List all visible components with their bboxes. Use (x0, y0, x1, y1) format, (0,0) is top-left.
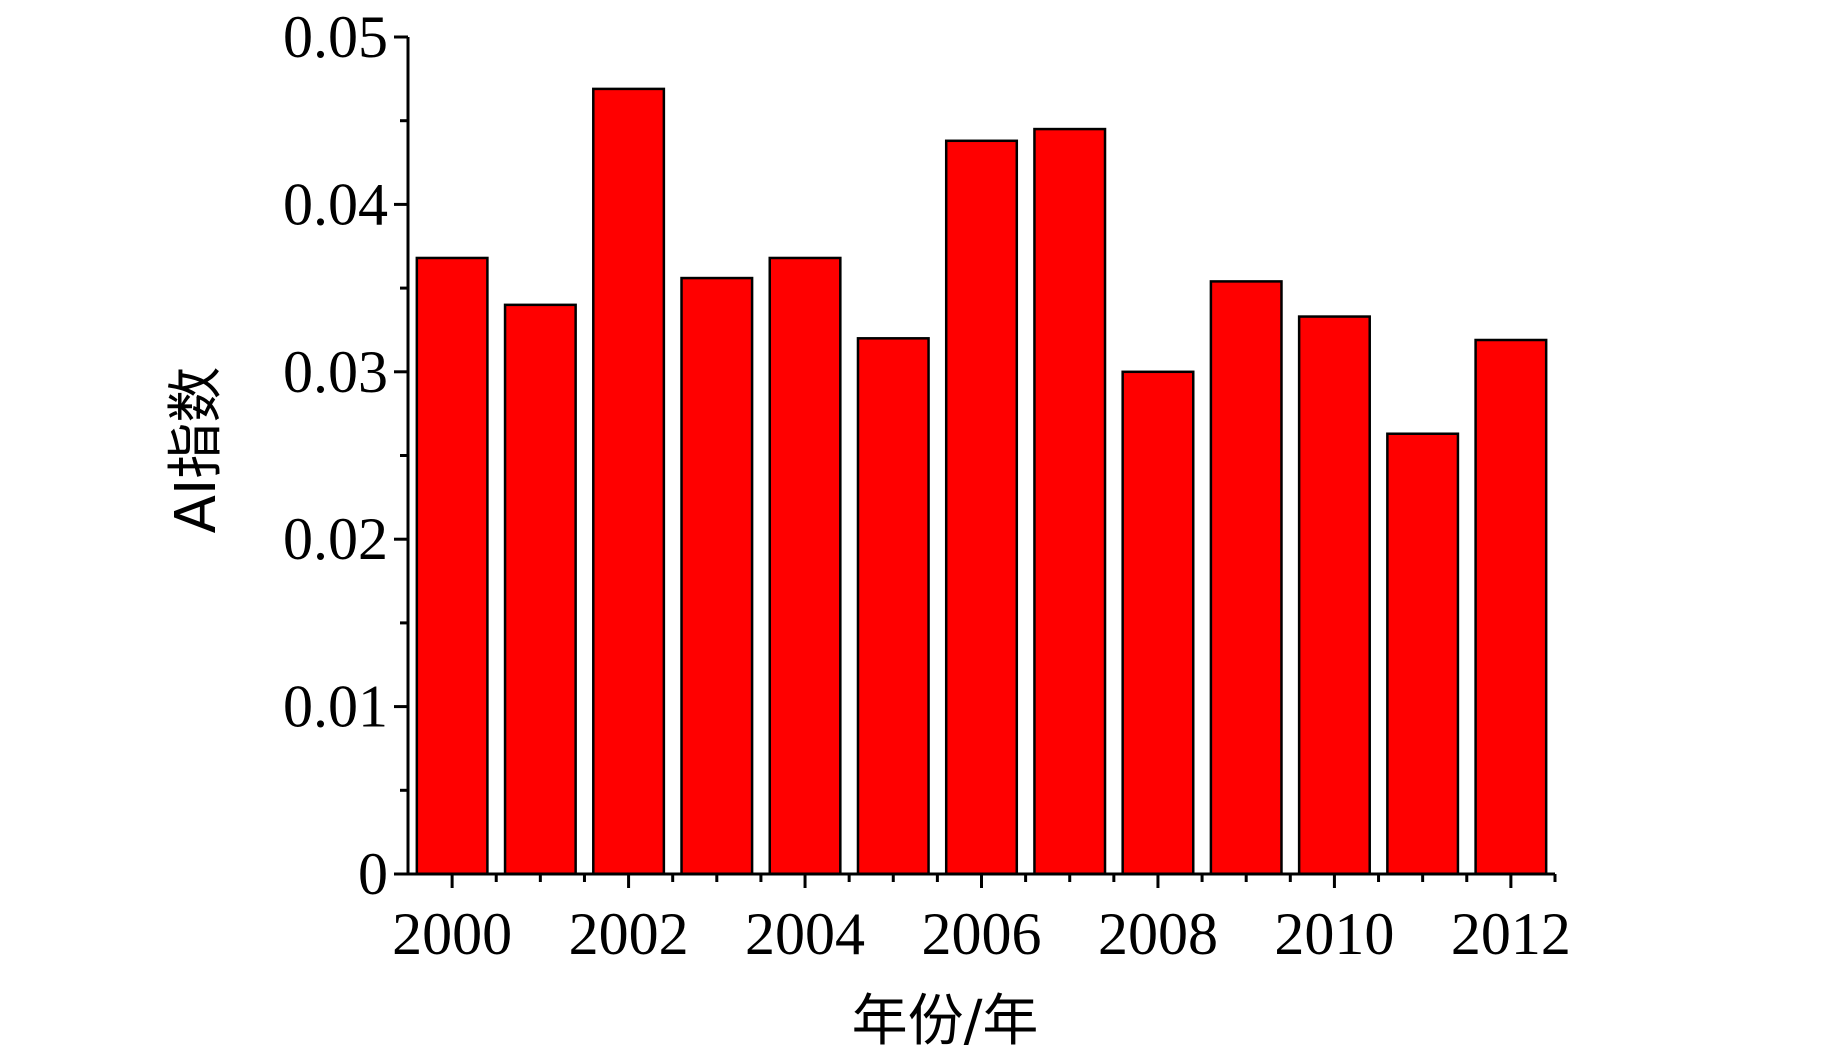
bar-2007 (1033, 127, 1107, 876)
bar-2003 (680, 276, 754, 876)
x-axis-title: 年份/年 (852, 989, 1039, 1054)
bar-2002 (592, 87, 666, 876)
bar-2009 (1209, 280, 1283, 876)
bar-2004 (768, 256, 842, 876)
bar-2005 (856, 337, 930, 876)
bar-2012 (1474, 338, 1548, 876)
ticks-group (394, 35, 1557, 888)
tick-labels-group: 0 0.01 0.02 0.03 0.04 0.05 2000 2002 2004 2006 200… (283, 4, 1571, 967)
x-tick-label: 2012 (1451, 901, 1571, 967)
y-tick-label: 0.02 (283, 506, 388, 572)
x-tick-label: 2008 (1098, 901, 1218, 967)
bar-2001 (503, 303, 577, 876)
bar-2006 (944, 139, 1019, 876)
x-tick-label: 2006 (922, 901, 1042, 967)
bar-2010 (1297, 315, 1371, 876)
bar-2011 (1386, 432, 1460, 876)
bars-group (415, 87, 1548, 876)
x-tick-label: 2000 (392, 901, 512, 967)
y-tick-label: 0.01 (283, 674, 388, 740)
x-tick-label: 2002 (569, 901, 689, 967)
y-tick-label: 0.04 (283, 171, 388, 237)
y-tick-label: 0.05 (283, 4, 388, 70)
y-tick-label: 0.03 (283, 339, 388, 405)
x-tick-label: 2004 (745, 901, 865, 967)
bar-2000 (415, 256, 489, 876)
y-tick-label: 0 (358, 841, 388, 907)
y-axis-title: AI指数 (164, 367, 229, 534)
bar-2008 (1121, 370, 1195, 876)
x-tick-label: 2010 (1274, 901, 1394, 967)
